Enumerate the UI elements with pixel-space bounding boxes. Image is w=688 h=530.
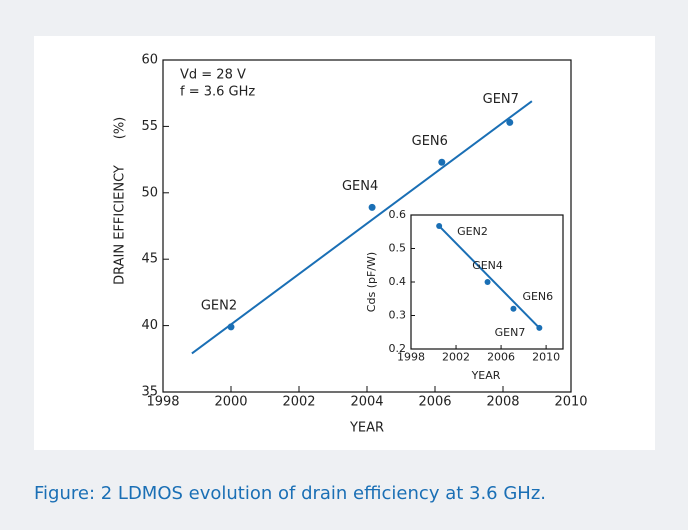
data-point xyxy=(484,279,491,285)
annotation: f = 3.6 GHz xyxy=(180,85,255,100)
y-tick-label: 60 xyxy=(141,53,158,68)
data-point xyxy=(438,158,446,166)
y-tick-label: 45 xyxy=(141,252,158,267)
x-axis-label: YEAR xyxy=(349,421,384,436)
data-point xyxy=(368,203,376,211)
y-tick-label: 50 xyxy=(141,185,158,200)
x-tick-label: 2010 xyxy=(532,350,560,363)
x-tick-label: 2004 xyxy=(350,394,383,409)
y-tick-label: 0.2 xyxy=(389,342,407,355)
x-tick-label: 2006 xyxy=(418,394,451,409)
point-label: GEN2 xyxy=(457,225,488,238)
x-tick-label: 1998 xyxy=(146,394,179,409)
x-tick-label: 2000 xyxy=(214,394,247,409)
caption: Figure: 2 LDMOS evolution of drain effic… xyxy=(34,483,546,504)
x-tick-label: 2010 xyxy=(554,394,587,409)
y-tick-label: 40 xyxy=(141,318,158,333)
y-tick-label: 0.6 xyxy=(389,208,407,221)
point-label: GEN7 xyxy=(495,326,526,339)
data-point xyxy=(506,118,514,126)
y-tick-label: 0.3 xyxy=(389,309,407,322)
x-axis-label: YEAR xyxy=(471,369,501,382)
fit-line xyxy=(438,225,541,329)
y-axis-label: DRAIN EFFICIENCY xyxy=(113,165,128,285)
point-label: GEN6 xyxy=(412,134,448,149)
x-tick-label: 2002 xyxy=(282,394,315,409)
y-tick-label: 0.5 xyxy=(389,242,407,255)
x-tick-label: 1998 xyxy=(397,350,425,363)
data-point xyxy=(510,305,517,312)
fit-line xyxy=(191,100,533,355)
data-point xyxy=(436,223,443,230)
point-label: GEN4 xyxy=(342,179,378,194)
x-tick-label: 2008 xyxy=(486,394,519,409)
x-tick-label: 2006 xyxy=(487,350,515,363)
point-label: GEN2 xyxy=(201,298,237,313)
annotation: Vd = 28 V xyxy=(180,68,246,83)
point-label: GEN6 xyxy=(522,290,553,303)
point-label: GEN4 xyxy=(472,259,503,272)
data-point xyxy=(536,324,543,331)
data-point xyxy=(227,323,235,331)
y-tick-label: 55 xyxy=(141,119,158,134)
y-axis-label: Cds (pF/W) xyxy=(365,252,378,312)
y-tick-label: 0.4 xyxy=(389,275,407,288)
x-tick-label: 2002 xyxy=(442,350,470,363)
point-label: GEN7 xyxy=(483,92,519,107)
y-axis-unit: (%) xyxy=(113,117,128,140)
y-tick-label: 35 xyxy=(141,385,158,400)
